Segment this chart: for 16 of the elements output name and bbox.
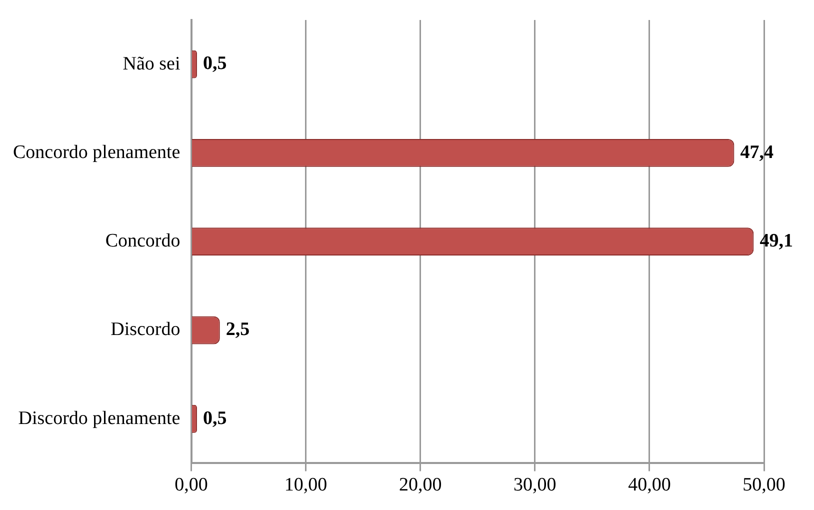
x-tick-label: 20,00 xyxy=(398,474,442,496)
y-tick-label: Discordo plenamente xyxy=(18,408,180,429)
y-tick-label: Discordo xyxy=(110,319,180,340)
y-tick-label: Não sei xyxy=(122,53,180,74)
data-label: 0,5 xyxy=(202,53,227,74)
x-tick-label: 50,00 xyxy=(742,474,786,496)
x-tick-label: 10,00 xyxy=(284,474,328,496)
data-label: 0,5 xyxy=(202,408,227,429)
x-tick-label: 40,00 xyxy=(628,474,671,496)
data-label: 47,4 xyxy=(740,142,774,163)
x-tick-label: 30,00 xyxy=(514,474,556,496)
x-tick-label: 0,00 xyxy=(174,474,208,496)
data-label: 2,5 xyxy=(226,319,250,340)
y-tick-label: Concordo plenamente xyxy=(12,142,180,163)
y-tick-label: Concordo xyxy=(105,230,180,252)
data-label: 49,1 xyxy=(760,230,793,252)
